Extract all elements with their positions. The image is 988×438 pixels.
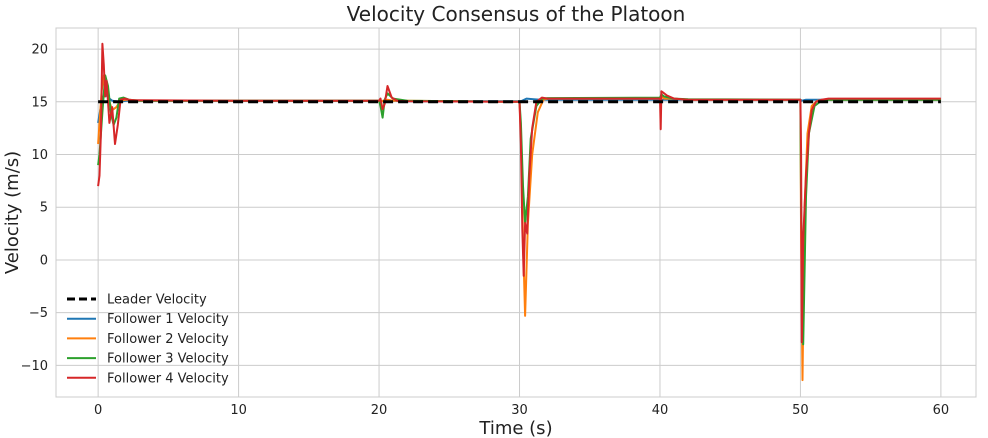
x-tick-label: 10	[230, 403, 247, 418]
x-tick-label: 50	[792, 403, 809, 418]
y-tick-label: 20	[31, 43, 48, 58]
legend-label: Follower 2 Velocity	[107, 332, 229, 347]
legend-label: Leader Velocity	[107, 293, 207, 308]
x-tick-label: 0	[94, 403, 102, 418]
y-tick-label: −5	[29, 306, 48, 321]
y-tick-label: 10	[31, 148, 48, 163]
y-axis-label: Velocity (m/s)	[2, 151, 23, 274]
plot-frame	[55, 27, 977, 398]
legend-label: Follower 3 Velocity	[107, 352, 229, 367]
x-tick-label: 60	[933, 403, 950, 418]
x-tick-label: 40	[652, 403, 669, 418]
series-lines	[97, 42, 941, 382]
series-line-follower-4-velocity	[97, 42, 941, 344]
x-axis-ticks: 0 10 20 30 40 50 60	[94, 403, 949, 418]
y-tick-label: 0	[40, 253, 48, 268]
x-tick-label: 30	[511, 403, 528, 418]
y-tick-label: 5	[40, 201, 48, 216]
y-tick-label: −10	[21, 359, 48, 374]
x-axis-label: Time (s)	[478, 418, 552, 438]
legend: Leader Velocity Follower 1 Velocity Follow…	[67, 293, 229, 386]
y-tick-label: 15	[31, 95, 48, 110]
chart-title: Velocity Consensus of the Platoon	[347, 2, 686, 26]
legend-label: Follower 4 Velocity	[107, 371, 229, 386]
y-axis-ticks: −10 −5 0 5 10 15 20	[21, 43, 48, 374]
legend-label: Follower 1 Velocity	[107, 312, 229, 327]
x-tick-label: 20	[371, 403, 388, 418]
